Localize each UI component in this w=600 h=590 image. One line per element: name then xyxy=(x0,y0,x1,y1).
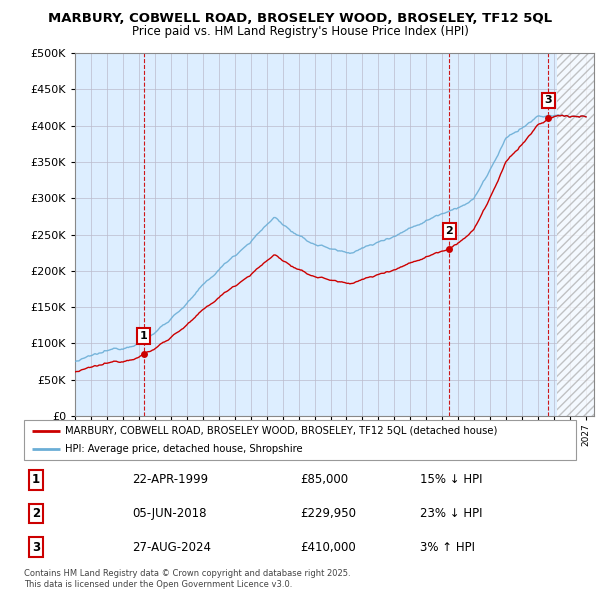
Text: 3: 3 xyxy=(32,540,40,554)
Text: 22-APR-1999: 22-APR-1999 xyxy=(132,473,208,487)
Text: 1: 1 xyxy=(140,331,148,341)
Text: HPI: Average price, detached house, Shropshire: HPI: Average price, detached house, Shro… xyxy=(65,444,303,454)
Text: Contains HM Land Registry data © Crown copyright and database right 2025.
This d: Contains HM Land Registry data © Crown c… xyxy=(24,569,350,589)
Text: £229,950: £229,950 xyxy=(300,507,356,520)
Text: MARBURY, COBWELL ROAD, BROSELEY WOOD, BROSELEY, TF12 5QL (detached house): MARBURY, COBWELL ROAD, BROSELEY WOOD, BR… xyxy=(65,426,498,436)
Text: 3% ↑ HPI: 3% ↑ HPI xyxy=(420,540,475,554)
Text: Price paid vs. HM Land Registry's House Price Index (HPI): Price paid vs. HM Land Registry's House … xyxy=(131,25,469,38)
Text: 2: 2 xyxy=(445,226,453,236)
Text: 23% ↓ HPI: 23% ↓ HPI xyxy=(420,507,482,520)
Text: £410,000: £410,000 xyxy=(300,540,356,554)
Text: 3: 3 xyxy=(545,96,553,106)
Text: 15% ↓ HPI: 15% ↓ HPI xyxy=(420,473,482,487)
Text: MARBURY, COBWELL ROAD, BROSELEY WOOD, BROSELEY, TF12 5QL: MARBURY, COBWELL ROAD, BROSELEY WOOD, BR… xyxy=(48,12,552,25)
Text: 05-JUN-2018: 05-JUN-2018 xyxy=(132,507,206,520)
Text: 1: 1 xyxy=(32,473,40,487)
FancyBboxPatch shape xyxy=(24,420,576,460)
Text: £85,000: £85,000 xyxy=(300,473,348,487)
Text: 27-AUG-2024: 27-AUG-2024 xyxy=(132,540,211,554)
Text: 2: 2 xyxy=(32,507,40,520)
